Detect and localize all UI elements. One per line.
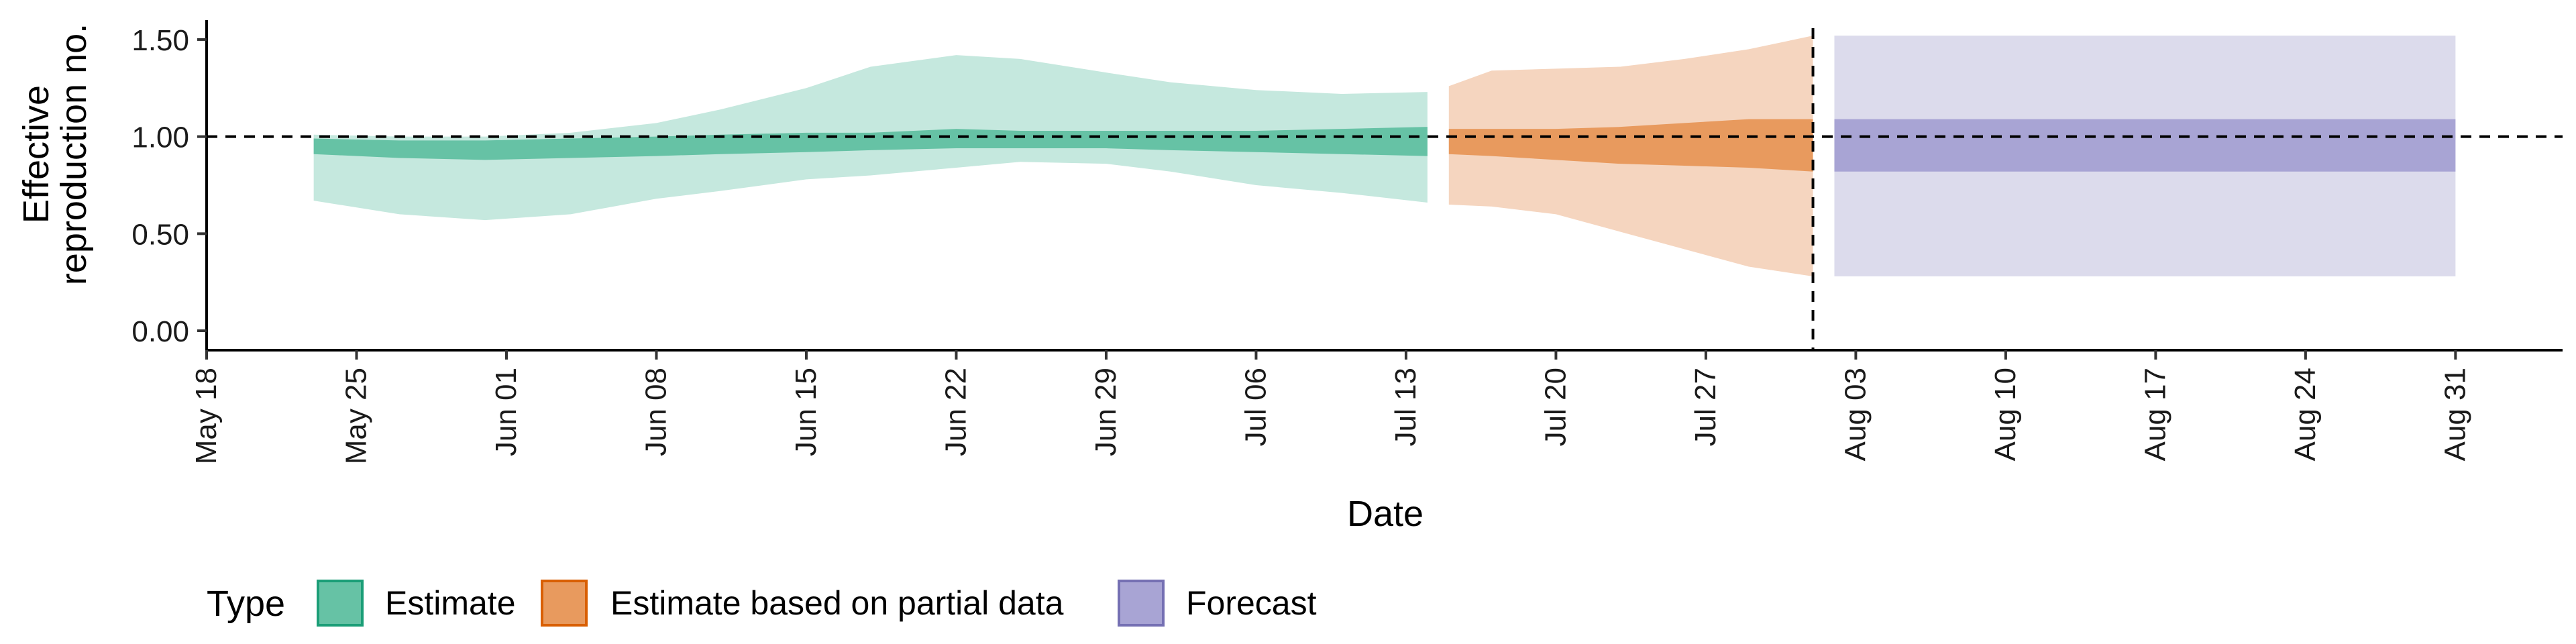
legend-key-forecast bbox=[1118, 580, 1165, 627]
x-tick-label: May 25 bbox=[339, 368, 372, 464]
x-tick-label: Jun 29 bbox=[1089, 368, 1122, 456]
x-tick-label: Jun 08 bbox=[639, 368, 672, 456]
x-tick-label: Jul 13 bbox=[1389, 368, 1422, 446]
y-axis-title: Effective reproduction no. bbox=[16, 23, 94, 285]
axes-layer: 0.00 0.50 1.00 1.50 May 18 May 25 Jun 01 Jun 08… bbox=[131, 20, 2563, 464]
y-axis-title-line-2: reproduction no. bbox=[54, 23, 94, 285]
x-tick-label: Jun 22 bbox=[939, 368, 972, 456]
y-tick-label: 0.50 bbox=[131, 218, 189, 251]
x-tick-label: Aug 17 bbox=[2139, 368, 2171, 461]
band-50-forecast bbox=[1834, 119, 2456, 172]
legend-key-estimate bbox=[317, 580, 364, 627]
band-50-estimate bbox=[313, 127, 1428, 160]
x-tick-label: Aug 24 bbox=[2289, 368, 2322, 461]
legend-label-forecast: Forecast bbox=[1186, 584, 1317, 622]
x-tick-label: Aug 10 bbox=[1989, 368, 2022, 461]
band-50-estimate-based-on-partial-data bbox=[1448, 119, 1813, 172]
bands-layer bbox=[313, 36, 2456, 277]
y-tick-label: 0.00 bbox=[131, 315, 189, 348]
x-axis-title: Date bbox=[1347, 494, 1424, 534]
legend-key-partial bbox=[541, 580, 588, 627]
y-axis-title-line-1: Effective bbox=[16, 85, 56, 223]
x-tick-label: May 18 bbox=[190, 368, 223, 464]
legend-title: Type bbox=[207, 584, 285, 624]
legend-label-estimate: Estimate bbox=[385, 584, 516, 622]
x-tick-label: Jun 15 bbox=[790, 368, 822, 456]
x-tick-label: Jul 06 bbox=[1239, 368, 1272, 446]
reference-lines bbox=[207, 28, 2563, 350]
legend-label-partial: Estimate based on partial data bbox=[610, 584, 1064, 622]
y-tick-label: 1.50 bbox=[131, 24, 189, 57]
y-tick-label: 1.00 bbox=[131, 121, 189, 154]
x-tick-label: Aug 03 bbox=[1839, 368, 1872, 461]
x-tick-label: Jul 27 bbox=[1689, 368, 1722, 446]
x-tick-label: Aug 31 bbox=[2438, 368, 2471, 461]
x-tick-label: Jul 20 bbox=[1539, 368, 1572, 446]
legend: Type Estimate Estimate based on partial … bbox=[207, 580, 1317, 627]
x-tick-label: Jun 01 bbox=[490, 368, 523, 456]
